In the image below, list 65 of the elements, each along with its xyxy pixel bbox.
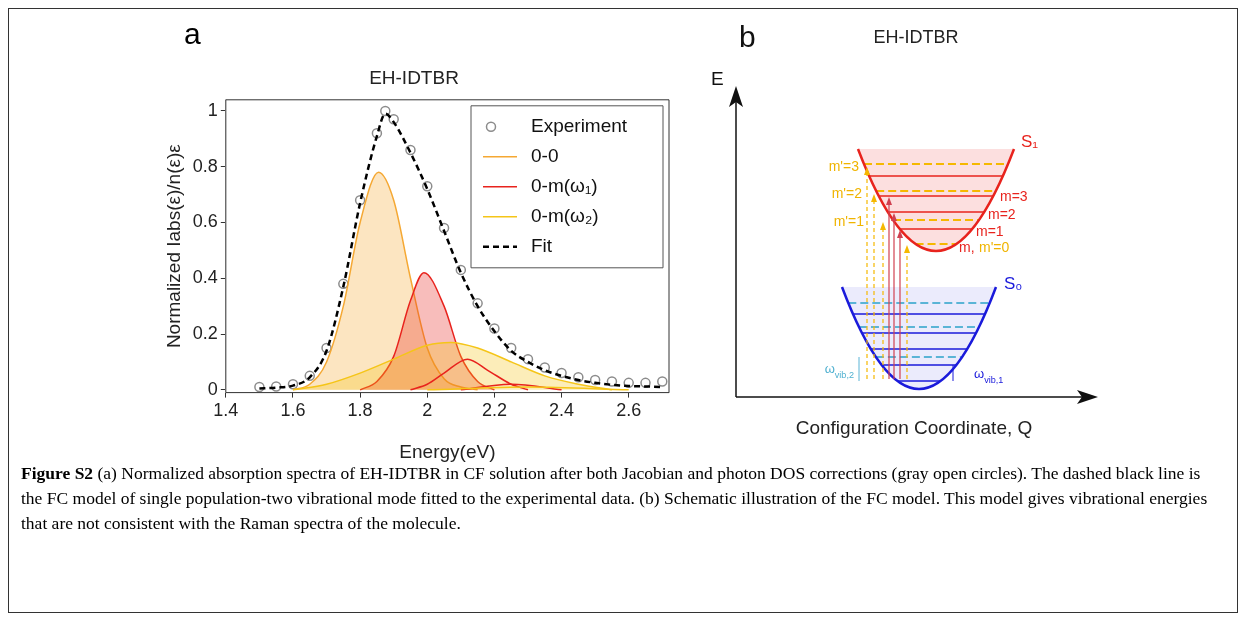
point [354, 194, 366, 206]
text: m'=0 [979, 239, 1010, 255]
point [472, 298, 483, 309]
text: E [711, 68, 724, 89]
point [657, 376, 668, 387]
point [489, 323, 500, 334]
point [522, 353, 534, 365]
point [640, 377, 651, 389]
legend-label: 0-m(ω₁) [531, 175, 598, 197]
text: m=2 [988, 206, 1016, 222]
text: m'=2 [831, 185, 863, 201]
text: m'=3 [828, 158, 860, 174]
point [321, 342, 332, 354]
point [380, 105, 391, 117]
x-tick-label: 1.8 [347, 400, 373, 421]
x-axis-title: Energy(eV) [399, 440, 496, 462]
text: b [739, 20, 756, 53]
x-tick-label: 1.6 [280, 400, 306, 421]
point [422, 181, 433, 192]
point [438, 222, 450, 234]
text: EH-IDTBR [873, 27, 959, 47]
point [606, 376, 618, 387]
x-tick-label: 2.2 [481, 400, 507, 421]
legend-label: Fit [531, 235, 553, 257]
y-tick-label: 0.4 [192, 267, 218, 288]
point [338, 278, 349, 290]
y-tick-label: 0 [207, 378, 218, 399]
y-axis-title: Normalized Iabs(ε)/n(ε)ε [162, 143, 184, 349]
point [270, 381, 282, 392]
point [371, 128, 383, 139]
text: m'=1 [833, 213, 865, 229]
point [505, 342, 517, 354]
point [405, 144, 416, 156]
x-tick-label: 2.6 [616, 400, 642, 421]
point [287, 378, 299, 390]
point [573, 372, 584, 383]
legend-label: Experiment [531, 115, 628, 137]
point [539, 362, 551, 373]
x-tick-label: 2 [422, 400, 433, 421]
text: m, [959, 239, 975, 255]
text: m=3 [1000, 188, 1028, 204]
text: a [184, 17, 201, 51]
text: S₁ [1021, 132, 1039, 151]
point [623, 377, 634, 389]
text: ω$_{vib,1}$ [974, 366, 1004, 385]
legend-label: 0-0 [531, 145, 559, 167]
point [589, 374, 601, 386]
chart-title: EH-IDTBR [369, 66, 459, 88]
text: Configuration Coordinate, Q [795, 417, 1033, 438]
point [254, 381, 265, 393]
point [455, 264, 467, 276]
y-tick-label: 0.6 [192, 211, 218, 232]
x-tick-label: 2.4 [549, 400, 575, 421]
text: ω$_{vib,2}$ [824, 361, 854, 380]
point [388, 114, 399, 125]
caption: Figure S2 [21, 463, 94, 483]
y-tick-label: 0.8 [192, 155, 218, 176]
point [556, 367, 567, 379]
point [304, 370, 316, 382]
text: S₀ [1004, 274, 1023, 293]
y-tick-label: 0.2 [192, 323, 218, 344]
x-tick-label: 1.4 [213, 400, 239, 421]
legend-label: 0-m(ω₂) [531, 205, 599, 227]
text: m=1 [976, 223, 1004, 239]
y-tick-label: 1 [207, 99, 218, 120]
